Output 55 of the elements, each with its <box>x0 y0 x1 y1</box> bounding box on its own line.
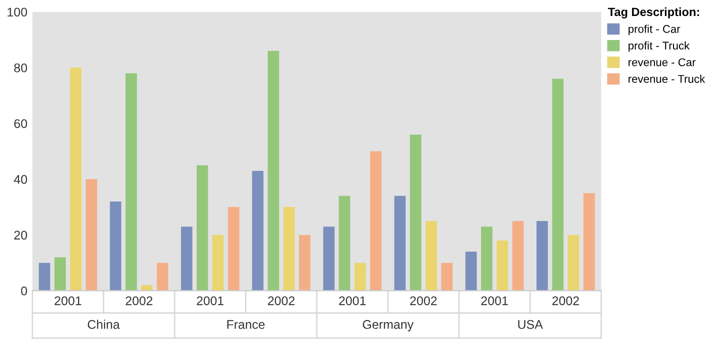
x-tick-label: 2001 <box>481 296 508 306</box>
y-tick-label: 0 <box>21 286 28 296</box>
text: Germany <box>362 320 414 332</box>
y-tick-label: 40 <box>14 174 28 184</box>
bar <box>568 234 580 291</box>
legend-label: profit - Car <box>628 24 680 36</box>
x-tick-label: 2002 <box>268 296 295 306</box>
text: USA <box>518 320 543 329</box>
bar <box>86 179 98 291</box>
bar <box>354 262 366 291</box>
bar <box>394 196 406 291</box>
bar <box>38 262 50 291</box>
bar <box>299 234 310 291</box>
bar <box>110 201 122 291</box>
bar <box>181 226 192 291</box>
bar <box>252 170 264 291</box>
bar <box>496 240 508 291</box>
bar <box>552 78 564 291</box>
bar <box>441 262 453 291</box>
y-tick-label: 60 <box>14 119 28 128</box>
bar <box>465 252 477 291</box>
bar <box>228 207 240 291</box>
bar <box>323 226 335 291</box>
bar <box>583 193 595 291</box>
x-tick-label: 2001 <box>339 296 366 306</box>
y-tick-label: 80 <box>14 63 28 72</box>
x-tick-label: 2002 <box>552 296 579 306</box>
bar <box>54 257 66 291</box>
bar <box>370 151 382 291</box>
text: France <box>227 320 265 329</box>
bar <box>196 165 208 291</box>
bar <box>70 68 82 291</box>
x-tick-label: 2001 <box>54 296 82 306</box>
legend-label: revenue - Car <box>628 58 696 66</box>
bar <box>481 226 492 291</box>
text: China <box>88 320 120 329</box>
bar <box>536 221 548 291</box>
bar <box>512 221 524 291</box>
legend-title: Tag Description: <box>608 7 700 18</box>
x-tick-label: 2001 <box>196 296 224 306</box>
bar <box>338 196 350 291</box>
bar <box>283 207 295 291</box>
bar <box>126 73 137 291</box>
bar <box>426 221 437 291</box>
bar <box>212 234 224 291</box>
bar <box>141 285 153 291</box>
legend-label: profit - Truck <box>628 41 690 52</box>
x-tick-label: 2002 <box>410 296 437 306</box>
bar <box>268 50 280 291</box>
bar <box>156 262 168 291</box>
x-tick-label: 2002 <box>126 296 152 306</box>
legend-label: revenue - Truck <box>628 74 706 83</box>
bar <box>410 134 422 291</box>
y-tick-label: 100 <box>8 8 28 17</box>
y-tick-label: 20 <box>14 230 28 240</box>
